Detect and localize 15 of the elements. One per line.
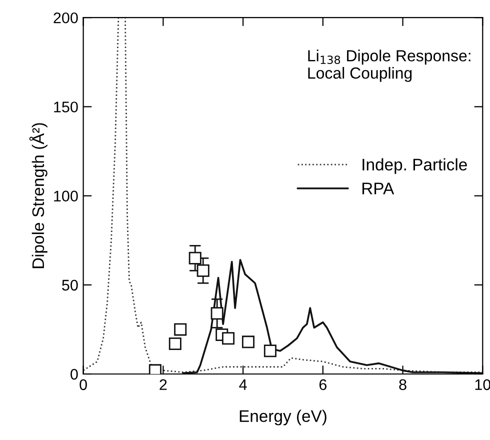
y-tick-label: 150	[54, 102, 78, 112]
x-tick-label: 2	[160, 379, 167, 390]
x-tick-label: 6	[319, 379, 326, 390]
y-tick-label: 100	[54, 190, 78, 202]
x-tick-label: 0	[80, 379, 87, 390]
legend-label: RPA	[362, 182, 394, 194]
y-tick-label: 50	[62, 280, 78, 291]
y-tick-label: 200	[54, 12, 78, 24]
y-tick-label: 0	[70, 368, 78, 380]
x-axis-title: Energy (eV)	[240, 410, 326, 426]
x-tick-label: 8	[399, 379, 406, 390]
y-axis-title: Dipole Strength (Å²)	[29, 123, 48, 268]
legend-label: Indep. Particle	[362, 158, 467, 174]
x-tick-label: 4	[239, 379, 247, 390]
annotation: Li$_{138}$ Dipole Response: Local Coupling	[308, 50, 470, 82]
